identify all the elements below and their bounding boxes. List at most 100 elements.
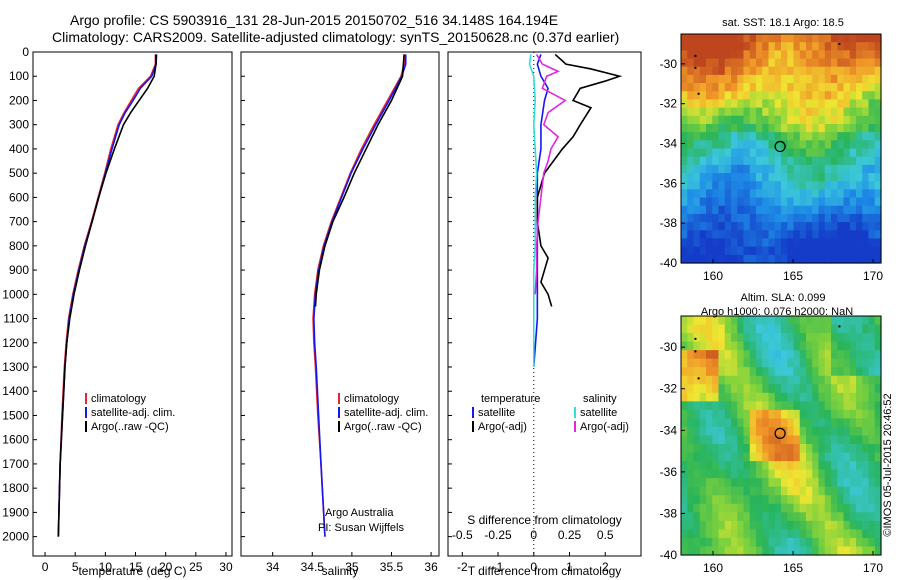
map-cell <box>787 469 795 479</box>
map-cell <box>818 230 826 240</box>
map-cell <box>812 181 820 190</box>
map-cell <box>812 164 820 174</box>
map-cell <box>874 341 882 351</box>
map-cell <box>699 213 707 223</box>
map-cell <box>743 115 751 125</box>
map-cell <box>724 384 732 394</box>
map-cell <box>793 324 801 334</box>
x-tick-label: 15 <box>129 560 143 574</box>
map-cell <box>681 83 688 92</box>
map-cell <box>862 34 870 43</box>
map-cell <box>868 156 876 166</box>
series-line-salinity-argo-adj- <box>534 54 567 295</box>
x-tick-label: -1 <box>493 560 504 574</box>
map-cell <box>737 173 745 182</box>
map-cell <box>874 418 882 428</box>
map-cell <box>831 444 838 454</box>
map-cell <box>799 115 807 125</box>
map-cell <box>806 254 813 264</box>
map-cell <box>724 546 732 556</box>
map-cell <box>862 324 870 334</box>
map-cell <box>874 140 882 150</box>
map-cell <box>787 99 795 109</box>
map-cell <box>787 478 795 488</box>
map-cell <box>793 83 801 92</box>
map-cell <box>862 222 870 231</box>
legend-entry: climatology <box>91 393 147 405</box>
map-cell <box>762 529 770 539</box>
map-cell <box>699 503 707 513</box>
map-cell <box>787 66 795 76</box>
map-cell <box>699 50 707 60</box>
map-cell <box>831 164 838 174</box>
map-cell <box>768 392 776 402</box>
map-cell <box>831 181 838 190</box>
map-cell <box>831 350 838 360</box>
map-cell <box>862 409 870 420</box>
map-cell <box>856 254 863 264</box>
map-cell <box>806 409 813 420</box>
map-cell <box>749 426 757 437</box>
map-cell <box>781 341 788 351</box>
map-cell <box>756 546 763 556</box>
map-cell <box>843 452 851 462</box>
map-cell <box>687 495 695 505</box>
map-cell <box>768 181 776 190</box>
map-cell <box>856 222 863 231</box>
map-cell <box>806 156 813 166</box>
map-cell <box>831 66 838 76</box>
map-cell <box>693 132 701 141</box>
map-cell <box>874 503 882 513</box>
map-cell <box>749 254 757 264</box>
map-cell <box>706 512 713 522</box>
map-cell <box>768 254 776 264</box>
map-cell <box>693 42 701 51</box>
map-cell <box>712 115 720 125</box>
map-cell <box>718 66 726 76</box>
map-cell <box>774 189 782 199</box>
map-cell <box>781 316 788 326</box>
map-cell <box>768 495 776 505</box>
map-cell <box>681 222 688 231</box>
map-cell <box>756 358 763 368</box>
map-cell <box>812 246 820 256</box>
map-cell <box>724 230 732 240</box>
map-cell <box>856 230 863 240</box>
map-cell <box>768 426 776 437</box>
map-cell <box>774 409 782 420</box>
map-cell <box>756 503 763 513</box>
map-cell <box>737 254 745 264</box>
map-cell <box>856 520 863 530</box>
map-cell <box>762 495 770 505</box>
island-dot <box>838 325 841 328</box>
map-cell <box>737 426 745 437</box>
map-cell <box>731 156 738 166</box>
map-cell <box>874 435 882 445</box>
map-cell <box>849 230 857 240</box>
map-cell <box>818 495 826 505</box>
map-cell <box>756 254 763 264</box>
map-cell <box>718 140 726 150</box>
sla-map-subtitle: Argo h1000: 0.076 h2000: NaN <box>701 306 853 318</box>
map-cell <box>737 99 745 109</box>
map-cell <box>699 42 707 51</box>
map-cell <box>712 254 720 264</box>
map-cell <box>843 83 851 92</box>
map-cell <box>831 197 838 207</box>
map-cell <box>718 375 726 385</box>
map-cell <box>749 123 757 133</box>
map-cell <box>812 520 820 530</box>
y-tick-label: 1300 <box>2 360 29 374</box>
map-cell <box>843 469 851 479</box>
map-y-tick-label: -38 <box>660 216 678 230</box>
map-y-tick-label: -32 <box>660 97 678 111</box>
figure-title-line-2: Climatology: CARS2009. Satellite-adjuste… <box>52 29 620 45</box>
map-cell <box>743 375 751 385</box>
map-cell <box>843 164 851 174</box>
map-cell <box>724 324 732 334</box>
map-cell <box>862 181 870 190</box>
map-cell <box>837 254 845 264</box>
map-cell <box>824 486 832 496</box>
map-cell <box>718 324 726 334</box>
map-cell <box>843 34 851 43</box>
